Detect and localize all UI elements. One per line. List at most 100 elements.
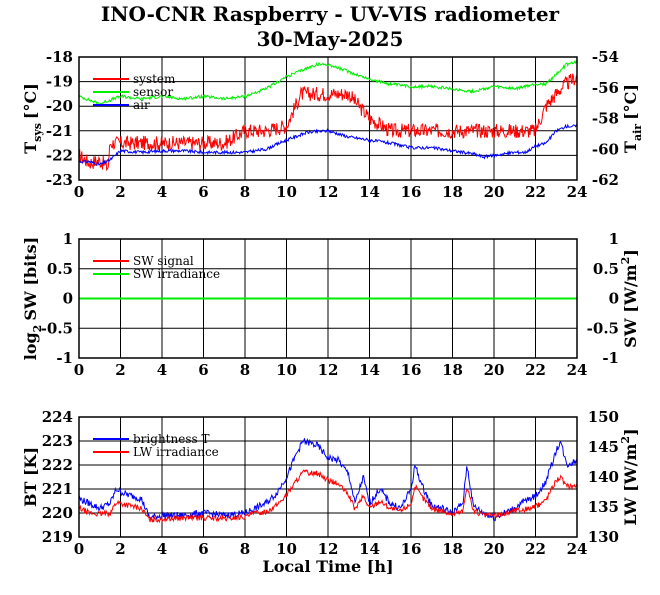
legend-label: system (133, 72, 176, 86)
y-axis-label-sub: sys (31, 123, 44, 142)
x-tick-label: 8 (240, 361, 250, 379)
plot-frame (78, 416, 578, 538)
x-tick-label: 12 (318, 540, 339, 558)
y-tick-label: -23 (46, 171, 73, 189)
x-tick-label: 4 (157, 540, 167, 558)
x-tick-label: 4 (157, 183, 167, 201)
y2-tick-label: 1 (609, 230, 619, 248)
legend-label: LW irradiance (133, 445, 219, 459)
y2-tick-label: -1 (602, 349, 619, 367)
legend-label: air (133, 98, 150, 112)
y2-axis-label: LW [W/m2] (619, 428, 640, 525)
y-tick-label: 223 (42, 432, 73, 450)
y-tick-label: -22 (46, 146, 73, 164)
y2-tick-label: -60 (592, 140, 619, 158)
x-tick-label: 20 (484, 183, 505, 201)
x-tick-label: 6 (198, 540, 208, 558)
y-tick-label: 220 (42, 504, 73, 522)
x-tick-label: 6 (198, 183, 208, 201)
y2-axis-label-unit: [°C] (621, 84, 640, 120)
y-tick-label: 222 (42, 456, 73, 474)
y-tick-label: -20 (46, 97, 73, 115)
y2-tick-label: 135 (588, 498, 619, 516)
x-tick-label: 16 (401, 183, 422, 201)
legend-label: sensor (133, 85, 173, 99)
x-tick-label: 22 (525, 361, 546, 379)
x-tick-label: 0 (74, 361, 84, 379)
y2-axis-label-main: LW [W/m (621, 444, 640, 526)
y-tick-label: -0.5 (41, 319, 73, 337)
x-tick-label: 22 (525, 183, 546, 201)
x-tick-label: 20 (484, 361, 505, 379)
series-sensor (78, 59, 578, 107)
y-axis-label-unit: SW [bits] (21, 237, 40, 321)
y-tick-label: -1 (56, 349, 73, 367)
series-line (78, 437, 578, 522)
plot-frame (78, 238, 578, 359)
y2-axis-label-end: ] (621, 428, 640, 436)
x-axis-label: Local Time [h] (262, 557, 393, 576)
y2-axis-label-sup: 2 (619, 257, 632, 265)
x-tick-label: 4 (157, 361, 167, 379)
y2-axis-label-sup: 2 (619, 436, 632, 444)
y2-tick-label: -0.5 (587, 319, 619, 337)
x-tick-label: 10 (276, 540, 297, 558)
y-tick-label: -19 (46, 73, 73, 91)
x-tick-label: 2 (115, 361, 125, 379)
y-axis-label: Tsys [°C] (21, 83, 44, 154)
x-tick-label: 20 (484, 540, 505, 558)
y-axis-label-main: log (21, 332, 40, 360)
legend: brightness TLW irradiance (93, 432, 219, 459)
y-tick-label: 224 (42, 408, 73, 426)
y-axis-label: log2 SW [bits] (21, 237, 44, 361)
y2-tick-label: 145 (588, 438, 619, 456)
x-tick-label: 16 (401, 540, 422, 558)
x-tick-label: 18 (442, 183, 463, 201)
y-tick-label: 219 (42, 528, 73, 546)
x-tick-label: 14 (359, 361, 380, 379)
y-tick-label: -21 (46, 122, 73, 140)
x-tick-label: 8 (240, 183, 250, 201)
y-tick-label: 0 (63, 290, 73, 308)
temperature-panel: 0 2 4 6 8 10 12 14 16 18 20 22 24-23-22-21-20-19-18-… (21, 48, 644, 201)
x-tick-label: 16 (401, 361, 422, 379)
panels: 0 2 4 6 8 10 12 14 16 18 20 22 24-23-22-21-20-19-18-… (21, 48, 644, 576)
shortwave-panel: 0 2 4 6 8 10 12 14 16 18 20 22 24-1-0.500.51-1-0.500… (21, 230, 640, 379)
x-tick-label: 10 (276, 183, 297, 201)
y2-tick-label: -56 (592, 79, 619, 97)
legend-label: SW signal (133, 254, 194, 268)
series-line (78, 469, 578, 524)
y-axis-label-unit: [°C] (21, 83, 40, 119)
series-line (78, 123, 577, 166)
plot-frame (78, 56, 578, 181)
x-tick-label: 24 (567, 183, 588, 201)
y-tick-label: -18 (46, 48, 73, 66)
y2-tick-label: 0.5 (593, 260, 619, 278)
y2-axis-label-end: ] (621, 249, 640, 257)
chart-title: INO-CNR Raspberry - UV-VIS radiometer (101, 2, 560, 26)
x-tick-label: 6 (198, 361, 208, 379)
y2-axis-label: Tair [°C] (621, 84, 644, 153)
chart-subtitle: 30-May-2025 (257, 27, 404, 51)
y-tick-label: 221 (42, 480, 73, 498)
y2-tick-label: 0 (609, 290, 619, 308)
x-tick-label: 18 (442, 361, 463, 379)
y2-tick-label: -62 (592, 171, 619, 189)
series-line (79, 73, 578, 172)
y2-tick-label: -54 (592, 48, 619, 66)
y2-axis-label-sub: air (631, 124, 644, 141)
legend-label: brightness T (133, 432, 209, 446)
series-system (79, 73, 578, 172)
y-tick-label: 0.5 (47, 260, 73, 278)
y-axis-label: BT [K] (21, 447, 40, 507)
x-tick-label: 12 (318, 361, 339, 379)
x-tick-label: 2 (115, 540, 125, 558)
y2-tick-label: -58 (592, 110, 619, 128)
y2-tick-label: 140 (588, 468, 619, 486)
x-tick-label: 24 (567, 361, 588, 379)
y2-tick-label: 130 (588, 528, 619, 546)
series-line (78, 59, 578, 107)
